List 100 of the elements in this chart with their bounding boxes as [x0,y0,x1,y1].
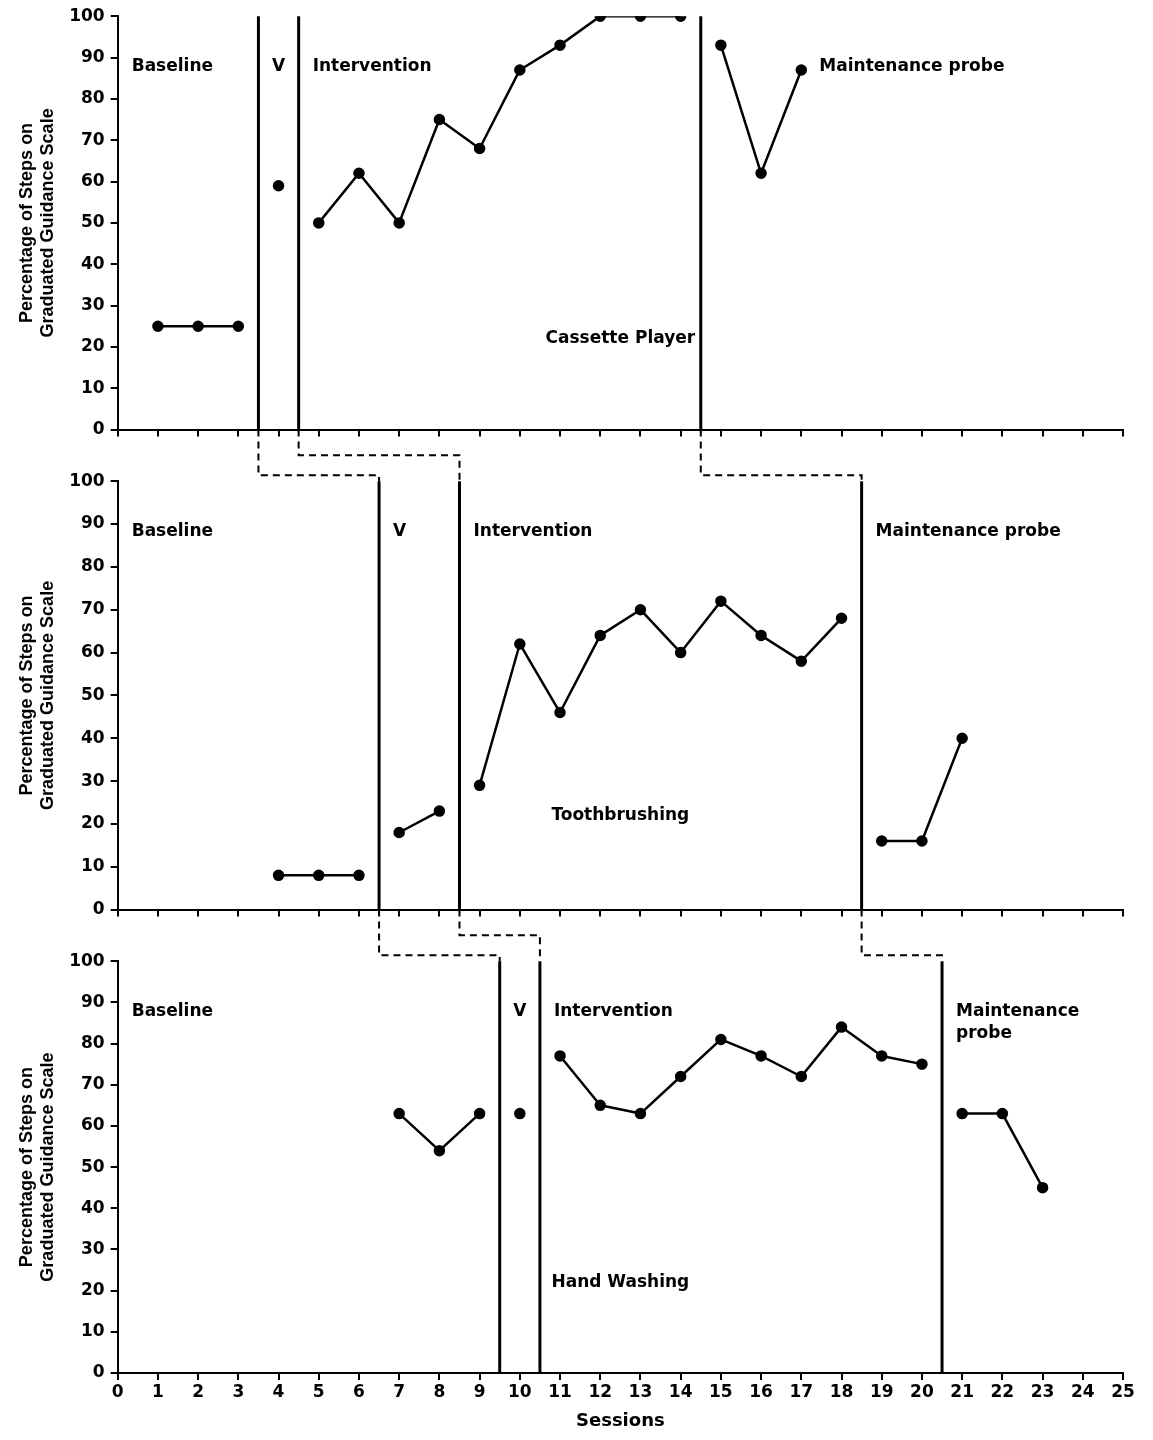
y-tick-label: 0 [92,1361,105,1382]
point [956,1107,968,1120]
point [473,1107,486,1120]
point [514,64,526,76]
x-tick-label: 13 [628,1380,653,1401]
annotation: Maintenance probe [819,54,1005,75]
x-tick-label: 2 [192,1380,205,1401]
y-axis-title: Percentage of Steps on Graduated Guidance Scale [15,580,58,810]
annotation: Intervention [553,999,673,1020]
point [554,39,566,51]
point [232,320,245,332]
point [433,805,446,817]
y-tick-label: 90 [81,45,105,66]
x-tick-label: 11 [548,1380,572,1401]
point [192,320,204,332]
y-tick-label: 10 [81,1320,105,1341]
annotation: Baseline [131,999,214,1020]
annotation: Intervention [312,54,432,75]
point [674,646,687,659]
y-tick-label: 40 [81,1196,105,1217]
y-tick-label: 10 [81,855,105,876]
point [272,179,285,192]
point [795,64,808,76]
y-tick-label: 20 [81,1279,105,1300]
x-tick-label: 12 [588,1380,613,1401]
point [353,167,365,180]
x-tick-label: 20 [910,1380,934,1401]
point [875,835,888,847]
y-tick-label: 30 [81,769,105,790]
point [634,1107,647,1120]
x-tick-label: 15 [709,1380,733,1401]
point [393,1107,405,1120]
annotation: Toothbrushing [551,803,690,824]
x-tick-label: 21 [950,1380,974,1401]
annotation: V [393,519,408,540]
point [755,1050,767,1062]
point [272,869,285,882]
point [433,113,446,126]
point [956,732,968,744]
point [594,629,606,642]
point [514,638,526,650]
x-tick-label: 22 [990,1380,1015,1401]
point [1036,1181,1049,1194]
annotation: Intervention [473,519,593,540]
point [715,1033,727,1046]
y-tick-label: 90 [81,990,105,1011]
y-tick-label: 0 [92,898,105,919]
point [715,595,727,607]
y-axis-title: Percentage of Steps on Graduated Guidance Scale [15,108,58,338]
point [393,217,405,229]
annotation: Baseline [131,519,214,540]
y-tick-label: 50 [81,211,105,232]
x-tick-label: 8 [433,1380,446,1401]
x-tick-label: 25 [1111,1380,1135,1401]
x-tick-label: 0 [111,1380,124,1401]
y-tick-label: 80 [81,87,105,108]
point [514,1107,526,1120]
x-tick-label: 6 [353,1380,365,1401]
annotation: Baseline [131,54,214,75]
point [996,1107,1009,1120]
y-tick-label: 70 [81,1073,105,1094]
annotation: Cassette Player [545,327,696,348]
point [473,142,486,155]
x-tick-label: 24 [1070,1380,1095,1401]
y-tick-label: 40 [81,726,105,747]
x-tick-label: 1 [151,1380,164,1401]
point [795,655,808,667]
point [715,39,727,51]
point [433,1144,446,1157]
point [916,1058,928,1070]
point [755,167,767,180]
point [674,1070,687,1083]
point [313,217,325,229]
x-tick-label: 18 [829,1380,854,1401]
y-tick-label: 100 [69,949,105,970]
point [554,1050,566,1062]
point [634,603,647,616]
x-tick-label: 9 [473,1380,486,1401]
x-tick-label: 5 [312,1380,325,1401]
point [795,1070,808,1083]
point [835,1021,848,1033]
y-tick-label: 80 [81,555,105,576]
y-tick-label: 40 [81,252,105,273]
x-tick-label: 17 [789,1380,814,1401]
x-tick-label: 3 [232,1380,245,1401]
y-tick-label: 20 [81,335,105,356]
point [755,629,767,642]
point [313,869,325,882]
y-tick-label: 20 [81,812,105,833]
point [916,835,928,847]
point [835,612,848,625]
y-tick-label: 0 [92,418,105,439]
y-tick-label: 30 [81,1237,105,1258]
point [594,1099,606,1112]
y-tick-label: 80 [81,1031,105,1052]
x-tick-label: 4 [272,1380,285,1401]
point [152,320,164,332]
annotation: V [271,54,286,75]
y-tick-label: 70 [81,598,105,619]
y-tick-label: 90 [81,512,105,533]
